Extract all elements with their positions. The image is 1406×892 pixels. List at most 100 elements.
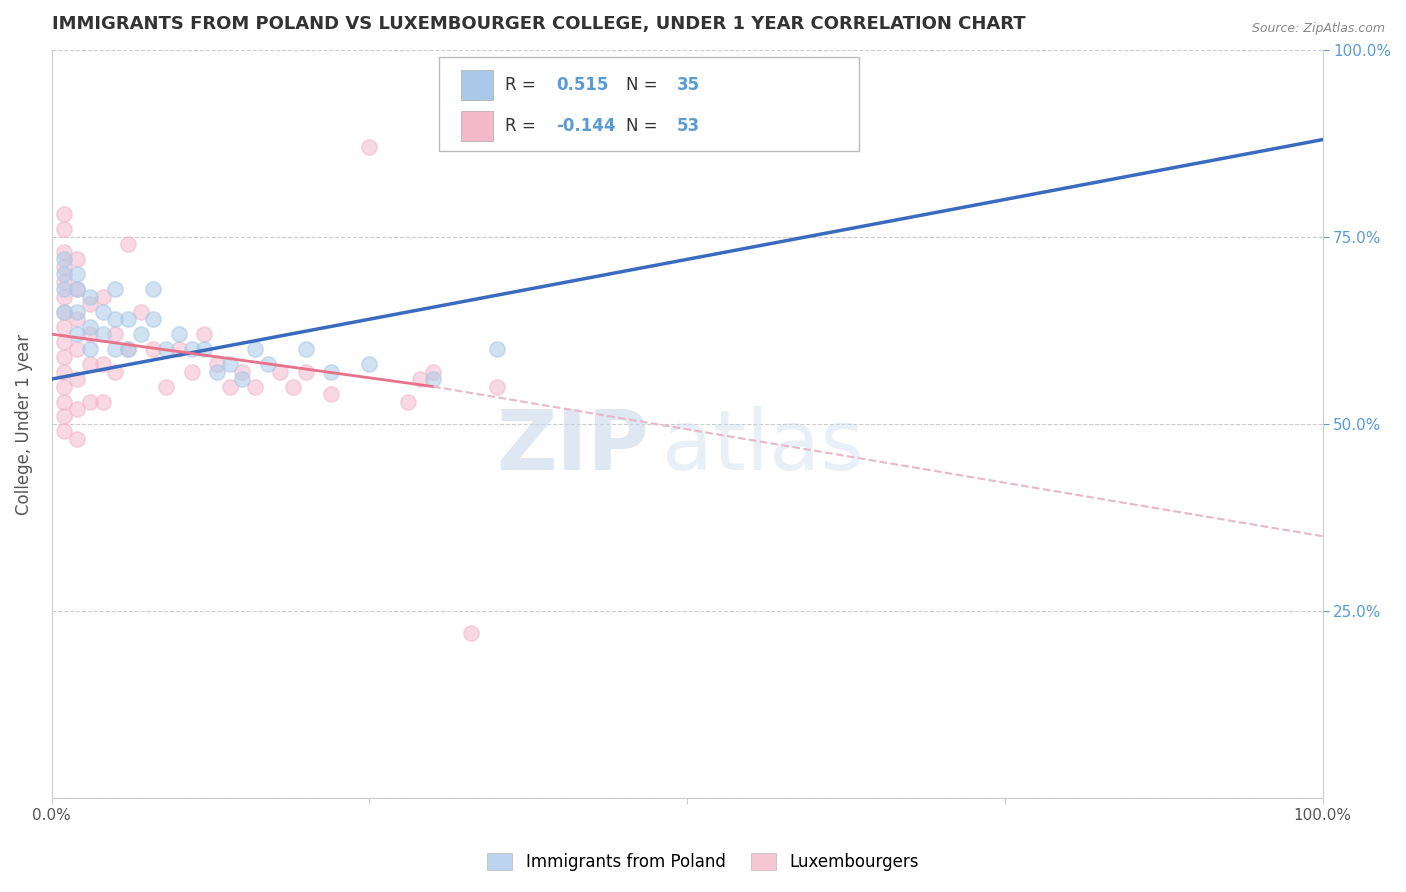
Text: atlas: atlas xyxy=(662,406,863,487)
Point xyxy=(53,304,76,318)
Point xyxy=(485,342,508,356)
Point xyxy=(167,327,190,342)
Point xyxy=(104,282,127,296)
Legend: Immigrants from Poland, Luxembourgers: Immigrants from Poland, Luxembourgers xyxy=(479,845,927,880)
Point xyxy=(79,342,101,356)
Point xyxy=(53,394,76,409)
Text: N =: N = xyxy=(626,76,664,95)
Point xyxy=(79,290,101,304)
Point xyxy=(53,222,76,236)
Point xyxy=(142,282,165,296)
Point xyxy=(66,282,89,296)
Point xyxy=(180,342,202,356)
Y-axis label: College, Under 1 year: College, Under 1 year xyxy=(15,334,32,515)
Point xyxy=(256,357,278,371)
Point xyxy=(155,342,177,356)
Point xyxy=(91,357,114,371)
Text: IMMIGRANTS FROM POLAND VS LUXEMBOURGER COLLEGE, UNDER 1 YEAR CORRELATION CHART: IMMIGRANTS FROM POLAND VS LUXEMBOURGER C… xyxy=(52,15,1025,33)
Point xyxy=(79,357,101,371)
Point xyxy=(79,319,101,334)
Point xyxy=(193,342,215,356)
Point xyxy=(53,275,76,289)
Point xyxy=(359,357,381,371)
Text: 53: 53 xyxy=(678,117,700,135)
Point xyxy=(142,312,165,326)
Point xyxy=(53,207,76,221)
Point xyxy=(321,365,343,379)
Point xyxy=(53,252,76,267)
Point xyxy=(485,379,508,393)
Point xyxy=(117,237,139,252)
Point xyxy=(218,357,240,371)
Text: R =: R = xyxy=(505,76,541,95)
Point xyxy=(104,342,127,356)
Bar xyxy=(461,111,492,141)
Bar xyxy=(461,70,492,100)
Point xyxy=(243,342,266,356)
Point xyxy=(66,402,89,417)
Text: ZIP: ZIP xyxy=(496,406,650,487)
Point xyxy=(295,342,318,356)
Point xyxy=(66,282,89,296)
Point xyxy=(53,425,76,439)
Point xyxy=(53,379,76,393)
Point xyxy=(66,312,89,326)
Point xyxy=(283,379,305,393)
Point xyxy=(104,312,127,326)
Point xyxy=(104,327,127,342)
Point xyxy=(193,327,215,342)
Point xyxy=(155,379,177,393)
Point xyxy=(167,342,190,356)
Point xyxy=(66,342,89,356)
Point xyxy=(53,290,76,304)
Point xyxy=(53,268,76,282)
Point xyxy=(53,319,76,334)
Point xyxy=(422,365,444,379)
Text: -0.144: -0.144 xyxy=(557,117,616,135)
Point xyxy=(205,365,228,379)
Point xyxy=(205,357,228,371)
Point xyxy=(117,342,139,356)
Point xyxy=(66,372,89,386)
Point xyxy=(218,379,240,393)
Point xyxy=(79,327,101,342)
Text: N =: N = xyxy=(626,117,664,135)
Point xyxy=(129,327,152,342)
Point xyxy=(53,409,76,424)
Point xyxy=(79,394,101,409)
Point xyxy=(295,365,318,379)
Point xyxy=(53,304,76,318)
Point xyxy=(129,304,152,318)
Point xyxy=(321,387,343,401)
Point xyxy=(66,252,89,267)
Point xyxy=(142,342,165,356)
Text: Source: ZipAtlas.com: Source: ZipAtlas.com xyxy=(1251,22,1385,36)
Point xyxy=(91,290,114,304)
Point xyxy=(91,327,114,342)
Point xyxy=(53,334,76,349)
Point xyxy=(66,432,89,446)
Point xyxy=(53,282,76,296)
Point xyxy=(117,312,139,326)
Point xyxy=(460,626,482,640)
Point xyxy=(91,394,114,409)
Text: R =: R = xyxy=(505,117,541,135)
Point xyxy=(91,304,114,318)
Point xyxy=(117,342,139,356)
Point xyxy=(243,379,266,393)
Point xyxy=(409,372,432,386)
Point xyxy=(396,394,419,409)
Text: 35: 35 xyxy=(678,76,700,95)
Point xyxy=(66,268,89,282)
Point xyxy=(53,365,76,379)
FancyBboxPatch shape xyxy=(439,57,859,151)
Point xyxy=(270,365,292,379)
Point xyxy=(359,140,381,154)
Text: 0.515: 0.515 xyxy=(557,76,609,95)
Point xyxy=(79,297,101,311)
Point xyxy=(53,244,76,259)
Point xyxy=(231,365,253,379)
Point xyxy=(66,327,89,342)
Point xyxy=(104,365,127,379)
Point xyxy=(231,372,253,386)
